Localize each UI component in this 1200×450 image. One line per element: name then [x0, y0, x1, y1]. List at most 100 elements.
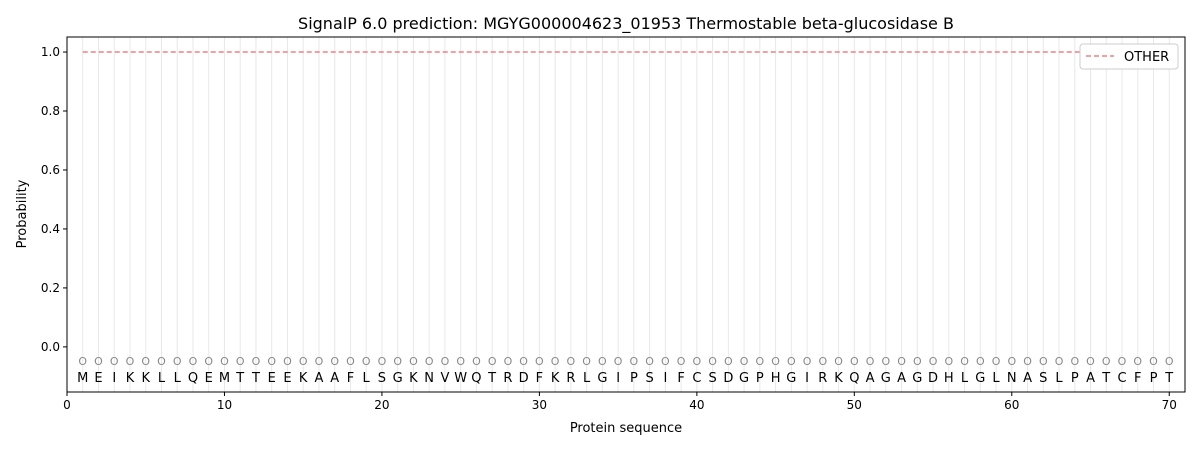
y-tick-label: 0.0 [41, 340, 60, 354]
label-marker-69: O [1149, 355, 1158, 368]
residue-3: I [112, 371, 116, 386]
residue-65: A [1086, 371, 1095, 386]
label-marker-64: O [1070, 355, 1079, 368]
residue-61: A [1023, 371, 1032, 386]
residue-40: C [692, 371, 701, 386]
label-marker-37: O [645, 355, 654, 368]
label-marker-60: O [1007, 355, 1016, 368]
x-tick-label: 0 [63, 398, 71, 412]
residue-49: K [834, 371, 843, 386]
residue-21: G [393, 371, 403, 386]
label-marker-2: O [94, 355, 103, 368]
residue-50: Q [849, 371, 859, 386]
label-marker-3: O [110, 355, 119, 368]
label-marker-47: O [803, 355, 812, 368]
residue-39: F [677, 371, 684, 386]
residue-11: T [235, 371, 244, 386]
y-tick-label: 0.4 [41, 222, 60, 236]
residue-56: H [944, 371, 954, 386]
label-marker-44: O [756, 355, 765, 368]
label-marker-10: O [220, 355, 229, 368]
label-marker-32: O [567, 355, 576, 368]
residue-36: P [630, 371, 638, 386]
residue-55: D [928, 371, 938, 386]
label-marker-38: O [661, 355, 670, 368]
residue-19: L [363, 371, 371, 386]
label-marker-68: O [1133, 355, 1142, 368]
label-marker-7: O [173, 355, 182, 368]
label-marker-56: O [944, 355, 953, 368]
x-axis-label: Protein sequence [570, 421, 682, 436]
plot-area [66, 36, 1186, 393]
label-marker-25: O [456, 355, 465, 368]
x-tick-label: 60 [1004, 398, 1019, 412]
label-marker-8: O [189, 355, 198, 368]
y-tick-label: 0.8 [41, 104, 60, 118]
label-marker-22: O [409, 355, 418, 368]
label-marker-4: O [126, 355, 135, 368]
label-marker-65: O [1086, 355, 1095, 368]
residue-2: E [94, 371, 102, 386]
residue-67: C [1117, 371, 1126, 386]
label-marker-1: O [78, 355, 87, 368]
label-marker-33: O [582, 355, 591, 368]
label-marker-21: O [393, 355, 402, 368]
y-axis-label: Probability [15, 179, 30, 248]
label-marker-40: O [693, 355, 702, 368]
label-marker-31: O [551, 355, 560, 368]
label-marker-19: O [362, 355, 371, 368]
label-marker-23: O [425, 355, 434, 368]
label-marker-17: O [330, 355, 339, 368]
residue-57: L [961, 371, 969, 386]
residue-6: L [158, 371, 166, 386]
label-marker-45: O [771, 355, 780, 368]
residue-63: L [1055, 371, 1063, 386]
residue-38: I [663, 371, 667, 386]
residue-30: F [536, 371, 543, 386]
residue-26: Q [471, 371, 481, 386]
label-marker-48: O [818, 355, 827, 368]
residue-45: H [771, 371, 781, 386]
residue-17: A [330, 371, 339, 386]
residue-60: N [1007, 371, 1017, 386]
residue-28: R [503, 371, 512, 386]
residue-51: A [866, 371, 875, 386]
residue-35: I [616, 371, 620, 386]
residue-32: R [566, 371, 575, 386]
residue-20: S [378, 371, 386, 386]
residue-15: K [299, 371, 308, 386]
residue-1: M [77, 371, 88, 386]
y-tick-label: 0.6 [41, 163, 60, 177]
label-marker-5: O [141, 355, 150, 368]
label-marker-28: O [504, 355, 513, 368]
label-marker-55: O [929, 355, 938, 368]
label-marker-29: O [519, 355, 528, 368]
residue-44: P [756, 371, 764, 386]
label-marker-70: O [1165, 355, 1174, 368]
label-marker-18: O [346, 355, 355, 368]
residue-14: E [283, 371, 291, 386]
label-marker-39: O [677, 355, 686, 368]
label-marker-6: O [157, 355, 166, 368]
label-marker-66: O [1102, 355, 1111, 368]
residue-64: P [1071, 371, 1079, 386]
residue-9: E [205, 371, 213, 386]
residue-25: W [454, 371, 467, 386]
label-marker-26: O [472, 355, 481, 368]
legend-label-other: OTHER [1124, 50, 1169, 65]
x-tick-label: 50 [847, 398, 862, 412]
label-marker-49: O [834, 355, 843, 368]
residue-70: T [1164, 371, 1173, 386]
label-marker-42: O [724, 355, 733, 368]
label-marker-43: O [740, 355, 749, 368]
residue-8: Q [188, 371, 198, 386]
label-marker-54: O [913, 355, 922, 368]
x-tick-label: 70 [1162, 398, 1177, 412]
label-marker-35: O [614, 355, 623, 368]
x-tick-label: 30 [532, 398, 547, 412]
residue-5: K [141, 371, 150, 386]
label-marker-16: O [315, 355, 324, 368]
label-marker-12: O [252, 355, 261, 368]
label-marker-41: O [708, 355, 717, 368]
